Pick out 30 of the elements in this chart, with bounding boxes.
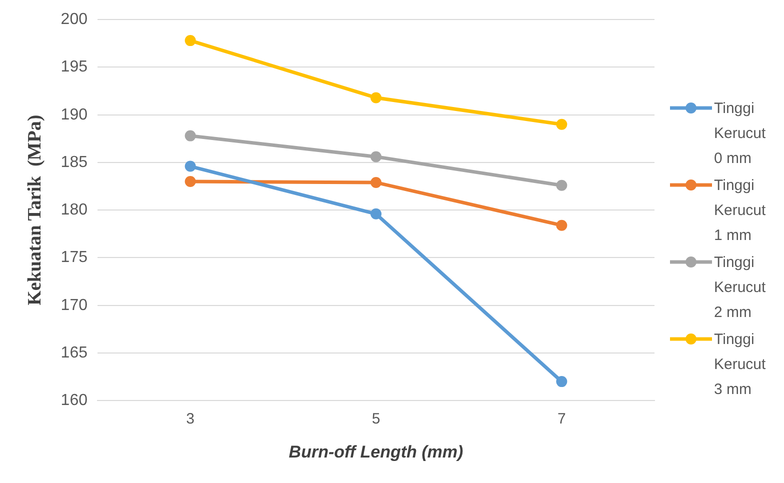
y-tick-label: 195 xyxy=(60,58,88,76)
point xyxy=(370,151,382,162)
point xyxy=(184,176,196,188)
y-tick-label: 170 xyxy=(60,296,88,314)
y-tick-label: 165 xyxy=(60,344,88,362)
legend-label: Tinggi Kerucut 2 mm xyxy=(714,253,767,323)
x-tick-label: 7 xyxy=(557,410,566,428)
point xyxy=(370,92,382,104)
point xyxy=(556,118,568,130)
x-tick-label: 5 xyxy=(372,410,380,428)
point xyxy=(556,376,568,388)
legend-label: Tinggi Kerucut 1 mm xyxy=(714,176,767,246)
point xyxy=(556,220,568,231)
y-tick-label: 180 xyxy=(60,202,88,219)
x-axis-title: Burn-off Length (mm) xyxy=(288,442,464,462)
y-tick-label: 200 xyxy=(60,11,88,28)
point xyxy=(556,180,568,191)
x-tick-label: 3 xyxy=(186,410,194,428)
point xyxy=(370,176,382,188)
point xyxy=(184,35,196,46)
y-tick-label: 185 xyxy=(60,154,88,171)
legend-label: Tinggi Kerucut 0 mm xyxy=(714,99,767,169)
legend-label: Tinggi Kerucut 3 mm xyxy=(714,330,767,400)
y-axis-title: Kekuatan Tarik (MPa) xyxy=(24,114,46,306)
y-tick-label: 160 xyxy=(60,392,88,410)
point xyxy=(370,208,382,220)
y-tick-label: 190 xyxy=(60,106,88,124)
y-tick-label: 175 xyxy=(60,249,88,266)
point xyxy=(184,160,196,172)
point xyxy=(184,130,196,142)
